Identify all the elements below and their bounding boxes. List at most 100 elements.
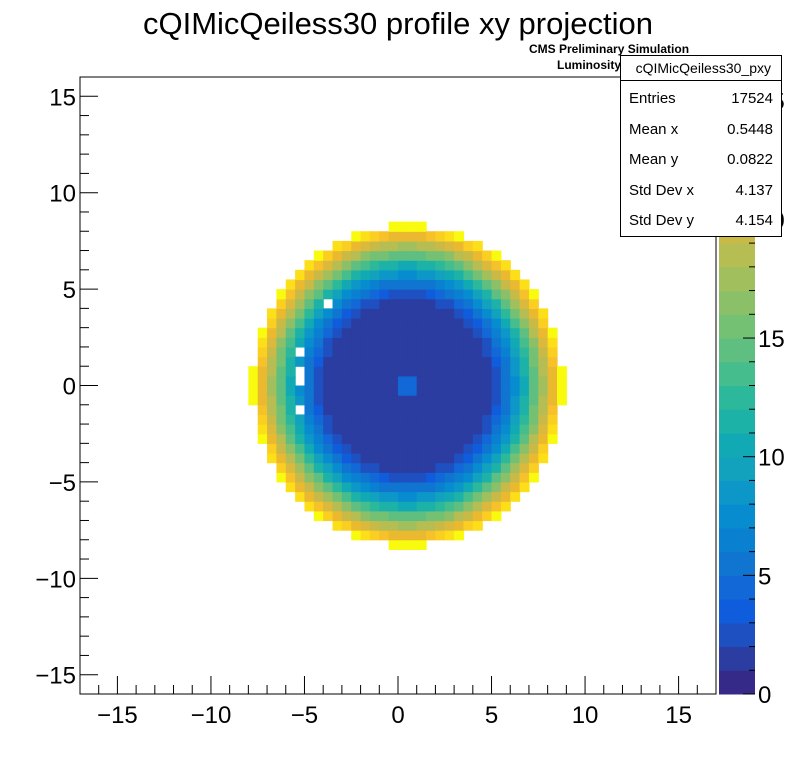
heatmap-cell	[388, 520, 399, 531]
heatmap-cell	[276, 395, 287, 406]
heatmap-cell	[444, 510, 455, 522]
heatmap-cell	[285, 318, 296, 329]
heatmap-cell	[472, 375, 483, 387]
color-scale-segment	[719, 599, 755, 624]
heatmap-cell	[313, 260, 324, 271]
heatmap-cell	[519, 481, 530, 493]
heatmap-cell	[285, 481, 296, 493]
heatmap-cell	[444, 462, 455, 473]
heatmap-cell	[528, 337, 539, 348]
heatmap-cell	[435, 231, 446, 242]
heatmap-cell	[482, 250, 493, 261]
heatmap-cell	[323, 395, 334, 406]
heatmap-cell	[379, 356, 390, 367]
heatmap-cell	[519, 375, 530, 387]
heatmap-cell	[388, 424, 399, 435]
heatmap-cell	[454, 337, 465, 348]
heatmap-cell	[267, 366, 278, 377]
heatmap-cell	[313, 279, 324, 290]
heatmap-cell	[435, 260, 446, 271]
heatmap-cell	[313, 404, 324, 416]
heatmap-cell	[426, 424, 437, 435]
heatmap-cell	[369, 443, 380, 454]
heatmap-cell	[435, 414, 446, 425]
heatmap-cell	[472, 385, 483, 396]
heatmap-cell	[257, 375, 268, 387]
heatmap-cell	[500, 414, 511, 425]
heatmap-cell	[332, 433, 343, 444]
heatmap-cell	[482, 289, 493, 300]
heatmap-cell	[295, 443, 306, 454]
heatmap-cell	[369, 308, 380, 319]
x-tick-label: −10	[191, 702, 232, 729]
heatmap-cell	[416, 260, 427, 271]
heatmap-cell	[323, 414, 334, 425]
heatmap-cell	[435, 452, 446, 464]
heatmap-cell	[323, 289, 334, 300]
heatmap-cell	[491, 510, 502, 522]
heatmap-cell	[444, 269, 455, 281]
heatmap-cell	[407, 452, 418, 464]
heatmap-cell	[398, 318, 408, 329]
heatmap-cell	[313, 337, 324, 348]
heatmap-cell	[398, 327, 408, 338]
heatmap-cell	[454, 404, 465, 416]
heatmap-cell	[332, 424, 343, 435]
heatmap-cell	[444, 443, 455, 454]
heatmap-cell	[435, 443, 446, 454]
heatmap-cell	[500, 356, 511, 367]
heatmap-cell	[538, 308, 549, 319]
heatmap-cell	[332, 491, 343, 502]
heatmap-cell	[547, 424, 558, 435]
heatmap-cell	[519, 337, 530, 348]
heatmap-cell	[295, 481, 306, 493]
heatmap-cell	[304, 443, 315, 454]
heatmap-cell	[267, 346, 278, 358]
color-scale-label: 15	[758, 326, 785, 353]
heatmap-cell	[416, 530, 427, 541]
heatmap-cell	[491, 327, 502, 338]
heatmap-cell	[454, 481, 465, 493]
heatmap-cell	[491, 279, 502, 290]
heatmap-cell	[482, 346, 493, 358]
heatmap-cell	[332, 510, 343, 522]
heatmap-cell	[463, 279, 474, 290]
heatmap-cell	[304, 433, 315, 444]
heatmap-cell	[416, 414, 427, 425]
heatmap-cell	[351, 443, 362, 454]
heatmap-cell	[276, 346, 287, 358]
heatmap-cell	[407, 346, 418, 358]
heatmap-cell	[313, 510, 324, 522]
heatmap-cell	[491, 346, 502, 358]
heatmap-cell	[444, 481, 455, 493]
heatmap-cell	[454, 289, 465, 300]
heatmap-cell	[276, 308, 287, 319]
heatmap-cell	[295, 491, 306, 502]
heatmap-cell	[491, 318, 502, 329]
heatmap-cell	[482, 356, 493, 367]
heatmap-cell	[369, 289, 380, 300]
heatmap-cell	[407, 337, 418, 348]
heatmap-cell	[351, 240, 362, 252]
heatmap-cell	[463, 491, 474, 502]
heatmap-cell	[519, 366, 530, 377]
heatmap-cell	[454, 375, 465, 387]
heatmap-cell	[351, 260, 362, 271]
heatmap-cell	[379, 289, 390, 300]
heatmap-cell	[482, 424, 493, 435]
heatmap-cell	[388, 530, 399, 541]
heatmap-cell	[295, 385, 306, 396]
heatmap-cell	[482, 308, 493, 319]
heatmap-cell	[472, 433, 483, 444]
x-tick-label: 0	[391, 702, 404, 729]
heatmap-cell	[267, 433, 278, 444]
heatmap-cell	[332, 289, 343, 300]
heatmap-cell	[379, 491, 390, 502]
heatmap-cell	[388, 375, 399, 387]
heatmap-cell	[519, 395, 530, 406]
heatmap-cell	[482, 472, 493, 483]
heatmap-cell	[313, 356, 324, 367]
heatmap-cell	[538, 337, 549, 348]
heatmap-cell	[454, 510, 465, 522]
heatmap-cell	[500, 346, 511, 358]
